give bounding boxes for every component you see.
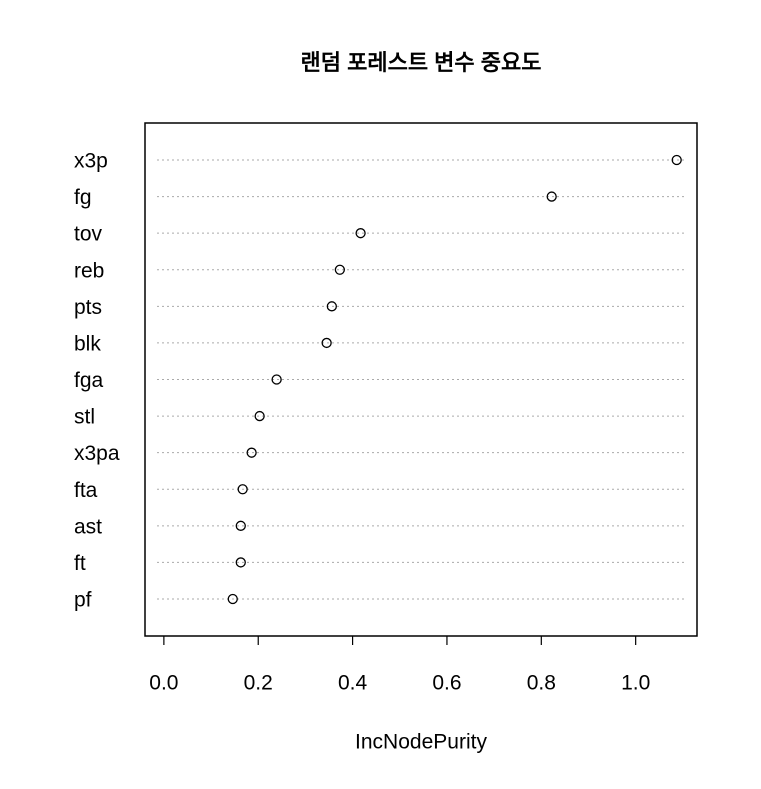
x-tick-label: 0.0 [149,672,178,695]
dot [237,484,248,495]
dot [227,593,238,605]
y-tick-label: stl [74,406,95,429]
x-tick-label: 1.0 [621,672,650,695]
dot [326,301,337,312]
y-tick-label: ft [74,552,86,575]
dot [355,228,366,239]
dot [671,154,682,166]
y-tick-label: pts [74,296,102,319]
dot [546,191,557,202]
chart-title: 랜덤 포레스트 변수 중요도 [301,50,542,75]
dot [321,337,332,349]
y-tick-label: x3pa [74,442,120,465]
plot-frame [144,122,698,637]
x-tick-label: 0.4 [338,672,368,695]
dot [246,447,257,458]
x-tick-label: 0.6 [432,672,461,695]
dot [235,520,246,531]
dot [254,410,265,422]
x-tick-label: 0.8 [527,672,556,695]
y-tick-label: fta [74,479,98,502]
dot [235,557,246,568]
y-tick-label: blk [74,332,101,355]
y-tick-label: pf [74,589,92,612]
y-tick-label: fga [74,369,104,392]
dot [334,264,346,275]
y-tick-label: ast [74,515,102,538]
y-tick-label: tov [74,223,103,246]
y-tick-label: fg [74,186,92,209]
x-axis-label: IncNodePurity [355,731,487,754]
y-tick-label: x3p [74,150,108,173]
y-tick-label: reb [74,259,104,282]
dot [271,374,282,385]
x-tick-label: 0.2 [244,672,273,695]
